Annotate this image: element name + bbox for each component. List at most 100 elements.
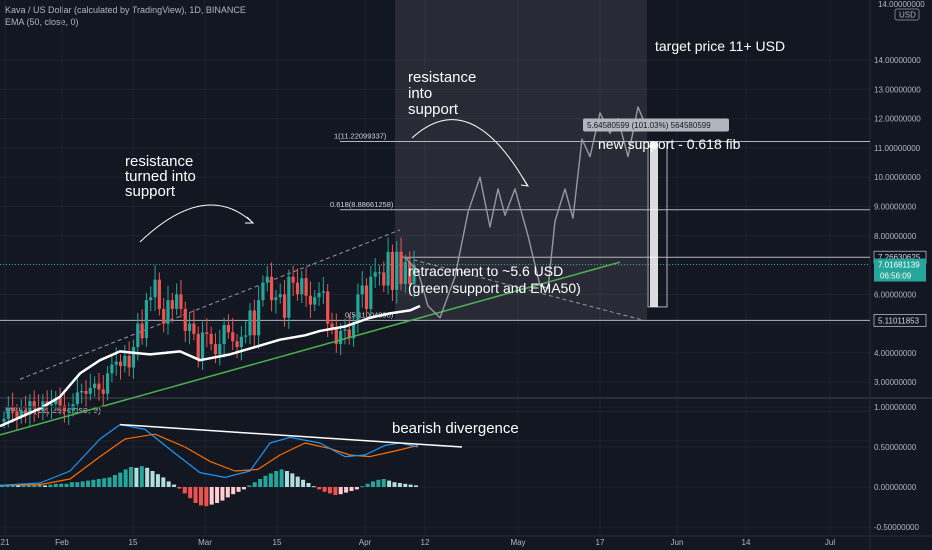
candle — [274, 297, 278, 301]
macd-histogram-bar — [360, 486, 365, 488]
trend-dashed-down — [399, 255, 646, 322]
annotation-resistance-into-support: into — [408, 85, 432, 102]
macd-histogram-bar — [414, 485, 418, 487]
candle — [179, 294, 183, 309]
candle — [317, 292, 321, 298]
candle — [175, 294, 179, 309]
currency-badge-text: USD — [899, 11, 916, 20]
macd-axis-tick: 0.50000000 — [874, 443, 917, 452]
candle — [136, 323, 140, 348]
candle — [403, 262, 407, 285]
candle — [23, 409, 28, 415]
candle — [382, 272, 386, 286]
projected-price-path — [404, 106, 645, 319]
macd-histogram-bar — [91, 479, 96, 487]
macd-histogram-bar — [155, 474, 160, 487]
price-tag-resistance-text: 7.26630625 — [878, 253, 921, 262]
time-axis-tick: Jun — [671, 538, 684, 547]
macd-histogram-bar — [365, 483, 370, 487]
candle — [192, 323, 196, 334]
candle — [205, 332, 209, 334]
price-axis-tick: 11.00000000 — [874, 144, 921, 153]
annotation-resistance-into-support: resistance — [408, 69, 476, 86]
currency-badge[interactable] — [894, 8, 920, 21]
macd-histogram-bar — [231, 487, 236, 495]
macd-histogram-bar — [107, 477, 112, 487]
candle — [75, 392, 79, 405]
candle — [261, 282, 265, 301]
macd-histogram-bar — [26, 484, 31, 487]
macd-histogram-bar — [53, 483, 58, 487]
candle — [321, 291, 325, 293]
candle — [19, 409, 23, 418]
candle — [2, 418, 6, 422]
candle — [131, 347, 136, 368]
candle — [326, 291, 330, 324]
candle — [110, 364, 114, 374]
price-tag-last — [874, 258, 926, 282]
candle — [140, 323, 144, 339]
candle — [300, 278, 304, 295]
candle — [343, 329, 347, 331]
time-axis-tick: 15 — [273, 538, 282, 547]
measure-label: 5.64580599 (101.03%) 564580599 — [587, 121, 711, 130]
price-axis-tick: 12.00000000 — [874, 115, 921, 124]
macd-histogram-bar — [21, 484, 26, 487]
macd-histogram-bar — [225, 487, 230, 498]
macd-histogram-bar — [387, 480, 392, 487]
green-support-line — [0, 261, 621, 436]
macd-histogram-bar — [96, 479, 101, 487]
macd-histogram-bar — [284, 471, 289, 487]
macd-histogram-bar — [129, 467, 134, 487]
macd-histogram-bar — [241, 487, 246, 490]
annotation-divergence: bearish divergence — [392, 420, 519, 437]
macd-histogram-bar — [295, 476, 300, 487]
price-axis-tick: 8.00000000 — [874, 232, 917, 241]
macd-histogram-bar — [0, 485, 4, 487]
macd-histogram-bar — [392, 482, 397, 487]
macd-histogram-bar — [376, 479, 381, 487]
annotation-resistance-into-support: support — [408, 101, 459, 118]
candle — [330, 323, 334, 328]
macd-histogram-bar — [403, 483, 408, 487]
macd-histogram-bar — [193, 487, 198, 503]
macd-histogram-bar — [344, 487, 349, 493]
macd-histogram-bar — [32, 484, 37, 487]
candle — [291, 276, 295, 283]
fib-label: 0.618(8.88661258) — [330, 200, 394, 209]
macd-histogram-bar — [215, 487, 220, 503]
candle — [114, 361, 118, 365]
candle — [265, 276, 269, 283]
candle — [200, 332, 205, 359]
candle — [58, 398, 62, 406]
macd-histogram-bar — [258, 479, 263, 487]
macd-histogram-bar — [236, 487, 241, 492]
macd-histogram-bar — [301, 479, 306, 487]
candle — [412, 265, 416, 285]
measure-label-box — [583, 118, 729, 132]
candle — [222, 325, 226, 345]
time-axis-tick: 17 — [596, 538, 605, 547]
time-axis-tick: 12 — [421, 538, 430, 547]
price-axis-tick: 9.00000000 — [874, 202, 917, 211]
candle — [209, 333, 213, 345]
macd-histogram-bar — [37, 483, 42, 487]
candle — [257, 300, 261, 336]
price-axis-tick: 14.00000000 — [878, 0, 925, 9]
macd-signal-line — [0, 433, 419, 486]
macd-histogram-bar — [118, 472, 123, 487]
price-axis-tick: 10.00000000 — [874, 173, 921, 182]
candle — [347, 329, 351, 339]
candle — [93, 383, 97, 389]
price-axis-tick: 4.00000000 — [874, 349, 917, 358]
macd-histogram-bar — [75, 482, 80, 487]
candle — [196, 333, 200, 359]
candle — [54, 398, 58, 405]
candle — [118, 361, 123, 367]
fib-label: 1(11.22099337) — [334, 131, 387, 140]
macd-histogram-bar — [322, 487, 327, 492]
macd-histogram-bar — [349, 487, 354, 491]
macd-histogram-bar — [397, 483, 402, 487]
macd-histogram-bar — [290, 473, 295, 487]
